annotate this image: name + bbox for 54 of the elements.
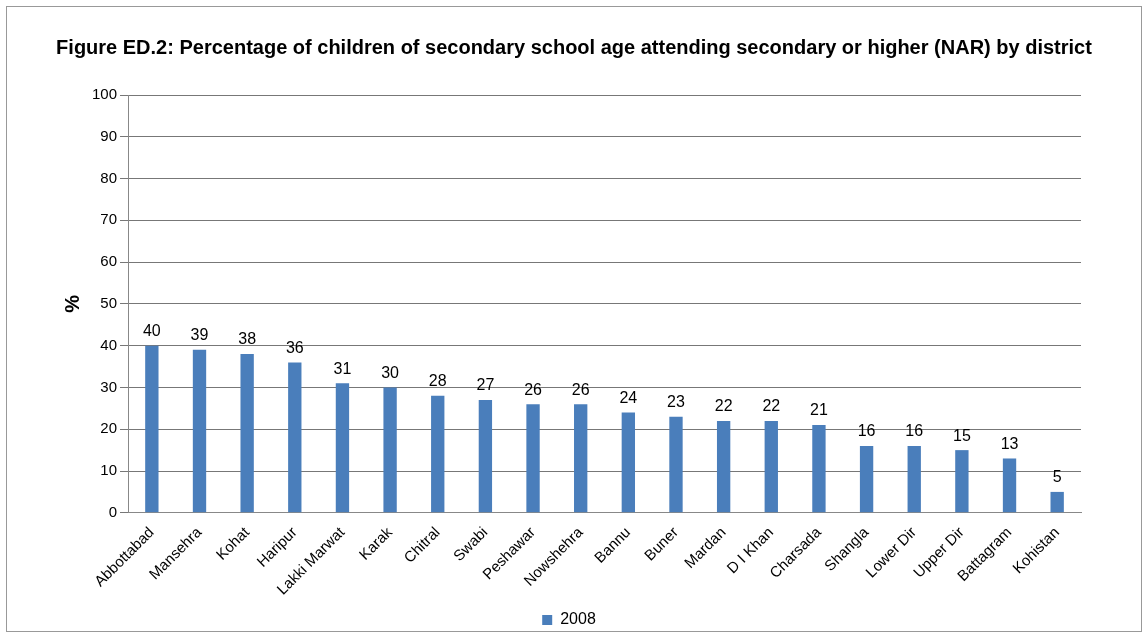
data-label: 22 bbox=[714, 397, 733, 415]
bar bbox=[1050, 491, 1064, 513]
data-label: 30 bbox=[381, 363, 400, 381]
data-label: 16 bbox=[905, 422, 924, 440]
data-label: 27 bbox=[476, 376, 495, 394]
bar bbox=[764, 420, 778, 513]
y-tick-label: 40 bbox=[100, 335, 118, 353]
y-tick-label: 100 bbox=[92, 85, 118, 103]
bar bbox=[145, 345, 159, 513]
data-label: 31 bbox=[333, 359, 352, 377]
bar bbox=[526, 404, 540, 513]
data-label: 40 bbox=[142, 322, 161, 340]
y-tick-label: 80 bbox=[100, 168, 118, 186]
bar bbox=[1002, 458, 1017, 513]
bar bbox=[192, 349, 207, 513]
data-label: 39 bbox=[190, 326, 209, 344]
y-tick-label: 60 bbox=[100, 252, 118, 270]
bar bbox=[478, 399, 493, 513]
data-label: 36 bbox=[285, 338, 304, 356]
bar bbox=[574, 404, 588, 513]
bar bbox=[907, 445, 921, 513]
bar bbox=[240, 354, 254, 513]
data-label: 5 bbox=[1052, 468, 1062, 486]
y-tick-label: 50 bbox=[100, 294, 118, 312]
data-label: 26 bbox=[571, 380, 590, 398]
bar bbox=[383, 387, 397, 513]
bar bbox=[716, 420, 731, 513]
data-label: 15 bbox=[952, 426, 971, 444]
bar bbox=[621, 412, 636, 513]
y-tick-label: 10 bbox=[100, 461, 118, 479]
y-axis-title: % bbox=[60, 294, 83, 313]
y-tick-label: 0 bbox=[108, 502, 118, 520]
data-label: 21 bbox=[810, 401, 828, 419]
bar bbox=[812, 425, 826, 513]
y-tick-label: 30 bbox=[100, 377, 118, 395]
y-tick-label: 90 bbox=[100, 126, 118, 144]
bar bbox=[955, 450, 969, 513]
legend-label: 2008 bbox=[560, 610, 596, 628]
bar bbox=[335, 383, 350, 513]
y-tick-label: 70 bbox=[100, 210, 118, 228]
data-label: 38 bbox=[238, 330, 257, 348]
data-label: 13 bbox=[1000, 434, 1019, 452]
data-label: 23 bbox=[667, 393, 685, 411]
data-label: 24 bbox=[619, 388, 638, 406]
chart-title: Figure ED.2: Percentage of children of secondary school age attending secondary or higher (NAR) by district bbox=[55, 35, 1093, 59]
data-label: 22 bbox=[762, 397, 781, 415]
data-label: 16 bbox=[857, 422, 876, 440]
data-label: 28 bbox=[428, 372, 447, 390]
y-tick-label: 20 bbox=[100, 419, 118, 437]
bar bbox=[288, 362, 302, 513]
bar bbox=[859, 445, 874, 513]
bar bbox=[431, 395, 445, 513]
data-label: 26 bbox=[524, 380, 543, 398]
bar bbox=[669, 416, 683, 513]
